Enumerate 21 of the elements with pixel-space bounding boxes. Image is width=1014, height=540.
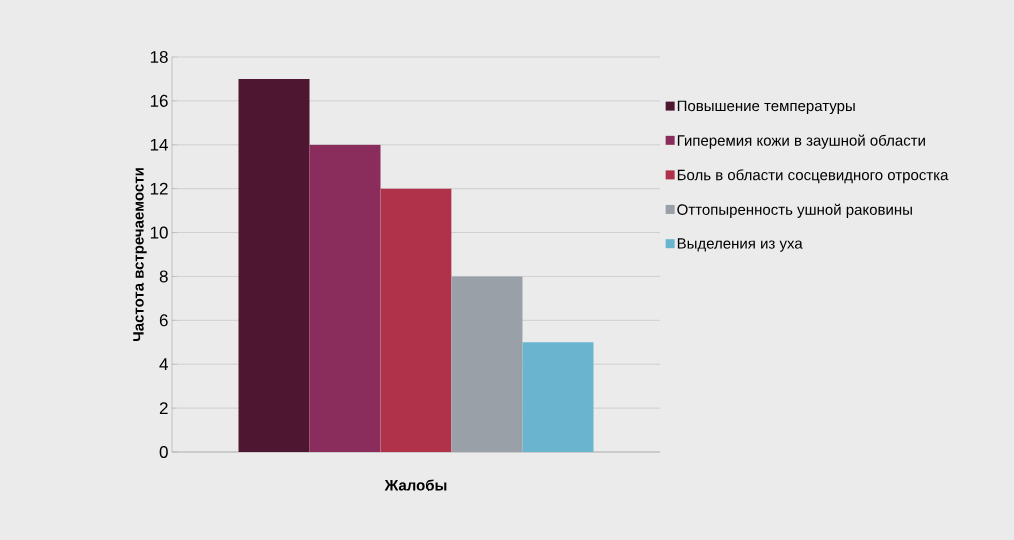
y-tick-label: 0 (159, 445, 168, 459)
y-tick-label: 6 (159, 314, 168, 327)
legend-label: Оттопыренность ушной раковины (677, 203, 912, 218)
legend-label: Боль в области сосцевидного отростка (677, 169, 949, 184)
x-axis-title: Жалобы (384, 479, 447, 491)
legend-label: Повышение температуры (677, 100, 855, 115)
y-tick-label: 18 (150, 50, 168, 64)
legend-label: Выделения из уха (677, 238, 803, 252)
y-tick-label: 10 (150, 226, 168, 239)
legend-label: Гиперемия кожи в заушной области (677, 134, 925, 149)
bar (309, 144, 381, 452)
y-tick-label: 4 (159, 358, 168, 371)
y-tick-label: 14 (150, 138, 168, 151)
bar (522, 342, 594, 452)
y-tick-label: 8 (159, 270, 168, 283)
y-tick-label: 12 (150, 182, 168, 195)
y-tick-label: 16 (150, 94, 168, 107)
bar (238, 78, 310, 452)
y-axis-title: Частота встречаемости (133, 168, 147, 342)
y-tick-label: 2 (159, 402, 168, 415)
bar (380, 188, 452, 452)
